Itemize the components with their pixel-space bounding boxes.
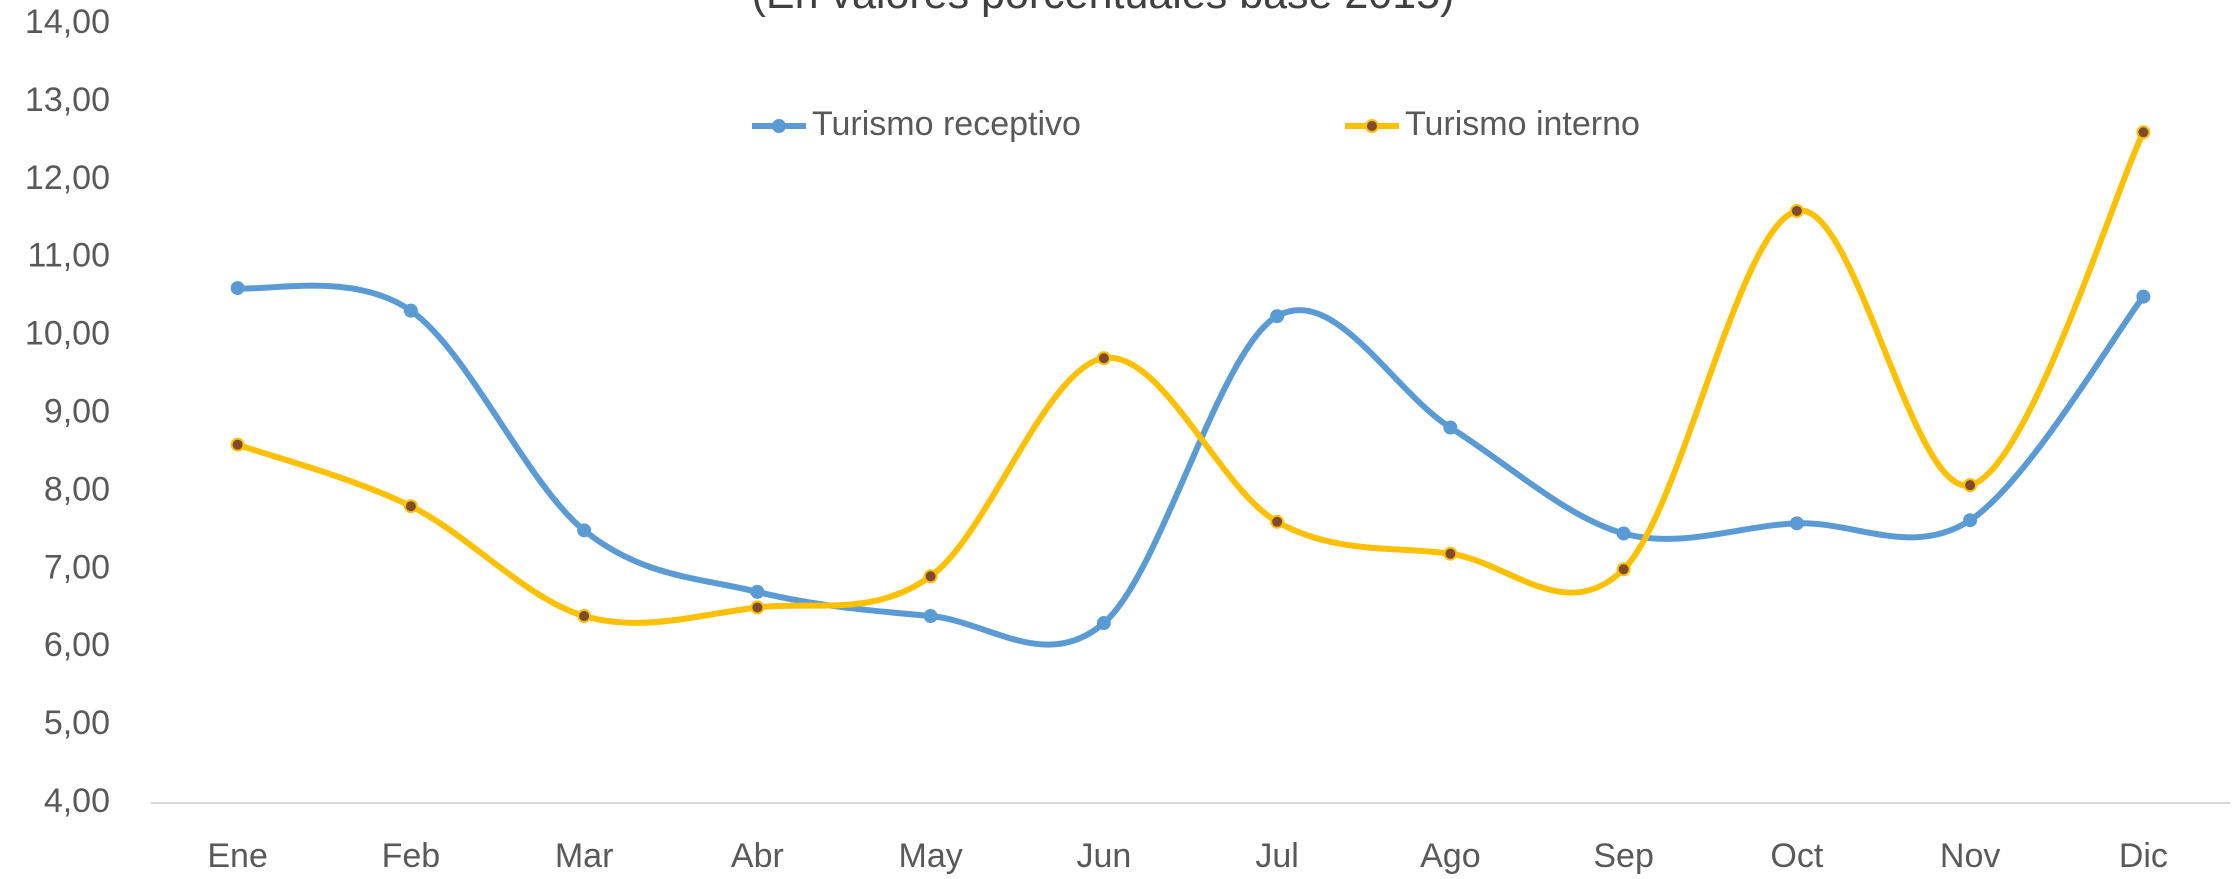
x-tick-label: Jul [1255,837,1298,875]
point [923,569,938,584]
y-tick-label: 4,00 [44,782,110,820]
point [403,303,418,318]
point [230,437,245,452]
series-line [234,282,2147,648]
x-tick-label: May [899,837,963,875]
x-tick-label: Oct [1770,837,1823,875]
point [1789,203,1804,218]
point [2136,289,2151,304]
point [1096,616,1111,631]
legend-marker [1365,119,1379,133]
legend-marker [772,119,786,133]
y-tick-label: 8,00 [44,470,110,508]
x-tick-label: Jun [1076,837,1131,875]
point [577,609,592,624]
x-tick-label: Sep [1593,837,1654,875]
x-tick-label: Nov [1940,837,2000,875]
point [1616,526,1631,541]
point [577,523,592,538]
y-tick-label: 9,00 [44,392,110,430]
y-tick-label: 13,00 [25,81,110,119]
series-line [234,129,2147,626]
y-tick-label: 10,00 [25,315,110,353]
x-tick-label: Feb [382,837,441,875]
x-tick-label: Abr [731,837,784,875]
point [1789,516,1804,531]
chart-title: (En valores porcentuales base 2015) [752,0,1455,18]
y-tick-label: 7,00 [44,548,110,586]
y-tick-label: 14,00 [25,3,110,41]
point [1443,420,1458,435]
y-tick-label: 11,00 [27,237,110,275]
point [230,281,245,296]
y-tick-label: 5,00 [44,704,110,742]
x-tick-label: Dic [2119,837,2168,875]
point [750,584,765,599]
point [1616,562,1631,577]
x-tick-label: Ene [207,837,268,875]
point [2136,125,2151,140]
y-tick-label: 12,00 [25,159,110,197]
point [923,609,938,624]
point [403,499,418,514]
x-tick-label: Ago [1420,837,1481,875]
point [750,600,765,615]
point [1270,309,1285,324]
y-tick-label: 6,00 [44,626,110,664]
point [1443,546,1458,561]
x-tick-label: Mar [555,837,614,875]
point [1270,514,1285,529]
point [1963,513,1978,528]
point [1963,478,1978,493]
point [1096,351,1111,366]
legend-label: Turismo receptivo [812,105,1081,143]
legend-label: Turismo interno [1405,105,1640,143]
